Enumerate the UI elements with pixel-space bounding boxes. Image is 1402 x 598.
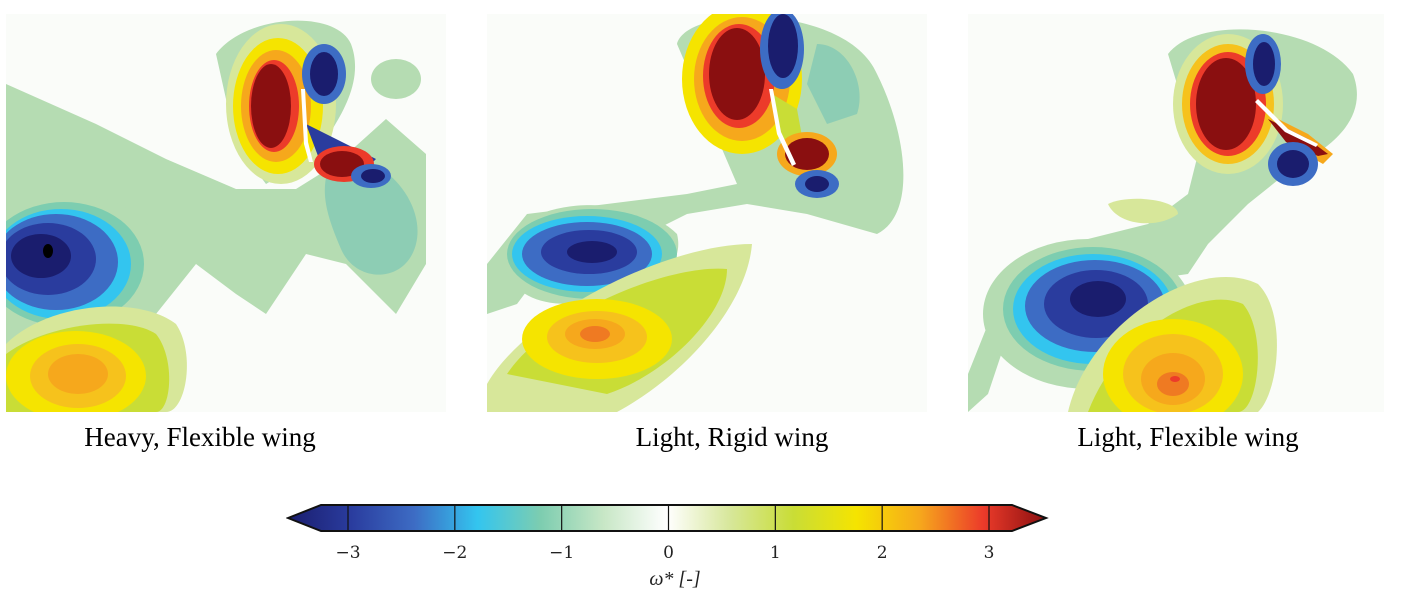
colorbar-tick-label: 0 bbox=[663, 543, 674, 563]
panel-caption: Light, Rigid wing bbox=[635, 422, 829, 452]
colorbar-body bbox=[286, 504, 1049, 532]
panel-caption: Heavy, Flexible wing bbox=[84, 422, 316, 452]
colorbar-tick-label: 1 bbox=[770, 543, 781, 563]
colorbar-tick-label: −2 bbox=[442, 543, 467, 563]
vorticity-panel-light-flexible bbox=[968, 14, 1384, 412]
colorbar-label: ω* [-] bbox=[649, 568, 701, 590]
colorbar: −3 −2 −1 0 1 2 3 bbox=[286, 504, 1049, 563]
colorbar-tick-label: −1 bbox=[549, 543, 574, 563]
colorbar-tick-label: 3 bbox=[984, 543, 995, 563]
colorbar-tick-label: 2 bbox=[877, 543, 888, 563]
vorticity-panel-light-rigid bbox=[487, 14, 927, 412]
vorticity-panel-heavy-flexible bbox=[6, 14, 446, 412]
colorbar-tick-label: −3 bbox=[335, 543, 360, 563]
panel-caption: Light, Flexible wing bbox=[1077, 422, 1299, 452]
